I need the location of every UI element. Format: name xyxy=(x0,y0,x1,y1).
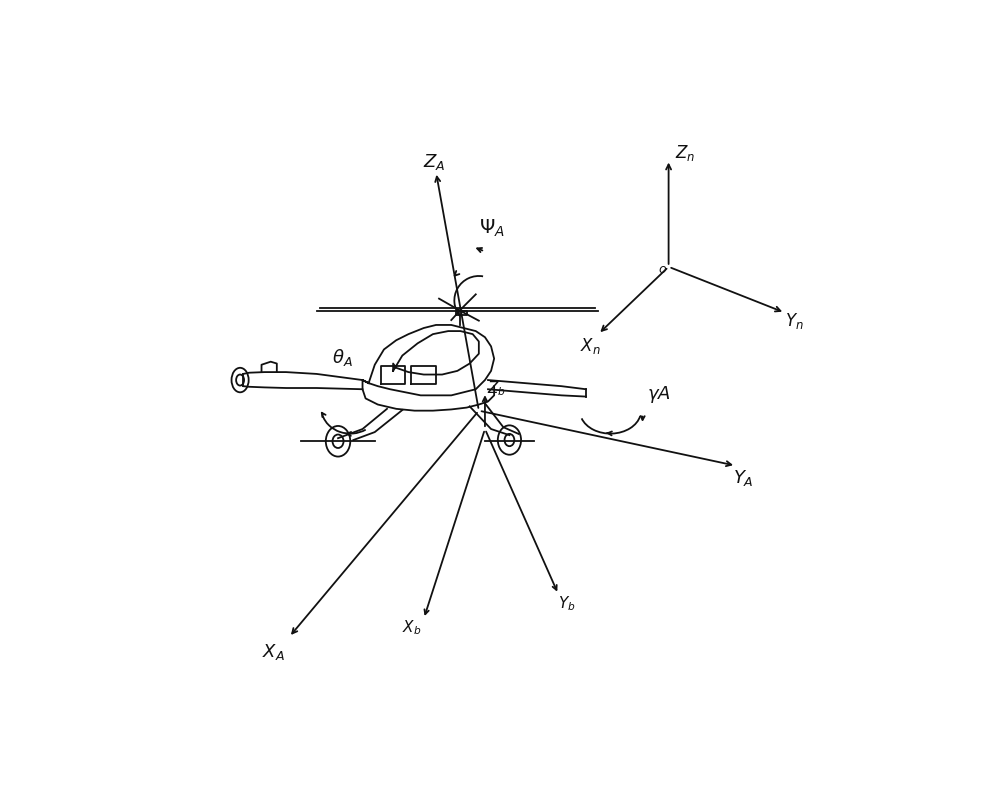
Text: $Z_n$: $Z_n$ xyxy=(675,143,695,163)
Text: $X_n$: $X_n$ xyxy=(580,335,601,355)
Text: $Z_A$: $Z_A$ xyxy=(423,152,445,172)
Text: $Y_b$: $Y_b$ xyxy=(558,594,576,613)
Text: $\Psi_A$: $\Psi_A$ xyxy=(479,218,505,239)
Text: $X_A$: $X_A$ xyxy=(262,642,284,661)
Text: $Y_A$: $Y_A$ xyxy=(733,468,754,488)
Text: $\theta_A$: $\theta_A$ xyxy=(332,347,353,368)
Text: $Z_b$: $Z_b$ xyxy=(487,380,506,398)
Text: $Y_n$: $Y_n$ xyxy=(785,311,804,331)
Text: $o$: $o$ xyxy=(658,263,667,276)
Text: $\gamma A$: $\gamma A$ xyxy=(647,383,671,405)
Text: $X_b$: $X_b$ xyxy=(402,619,422,637)
